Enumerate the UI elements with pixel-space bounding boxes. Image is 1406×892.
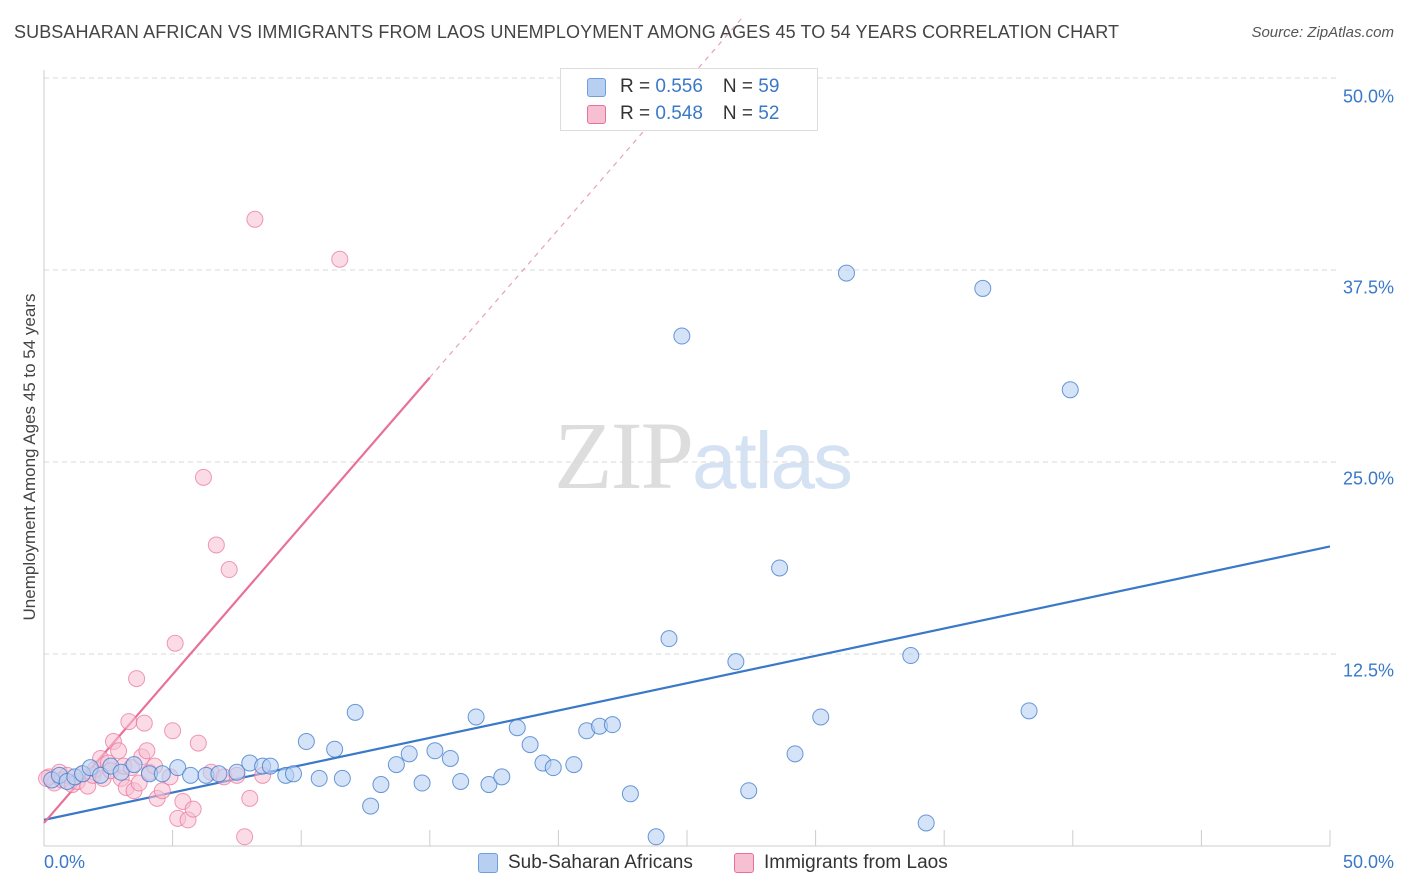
point-subsaharan: [153, 765, 171, 783]
point-subsaharan: [333, 769, 351, 787]
point-subsaharan: [660, 630, 678, 648]
point-laos: [236, 828, 254, 846]
point-subsaharan: [544, 759, 562, 777]
point-subsaharan: [508, 719, 526, 737]
y-tick-label: 25.0%: [1342, 468, 1394, 489]
point-subsaharan: [387, 756, 405, 774]
series-legend: Sub-Saharan Africans Immigrants from Lao…: [0, 852, 1406, 878]
legend-swatch-blue: [587, 77, 606, 97]
point-subsaharan: [228, 763, 246, 781]
x-tick-label: 50.0%: [1342, 852, 1394, 872]
series-laos-points: [38, 210, 349, 846]
point-subsaharan: [902, 647, 920, 665]
point-subsaharan: [480, 776, 498, 794]
point-subsaharan: [346, 703, 364, 721]
trend-line-laos: [43, 376, 431, 824]
point-subsaharan: [112, 763, 130, 781]
point-subsaharan: [125, 756, 143, 774]
point-subsaharan: [261, 757, 279, 775]
point-subsaharan: [621, 785, 639, 803]
y-tick-label: 50.0%: [1342, 86, 1394, 107]
point-subsaharan: [362, 797, 380, 815]
correlation-legend: R = 0.556 N = 59 R = 0.548 N = 52: [560, 68, 818, 131]
point-laos: [110, 742, 128, 760]
point-subsaharan: [521, 736, 539, 754]
point-subsaharan: [297, 733, 315, 751]
legend-row-subsaharan: R = 0.556 N = 59: [587, 76, 779, 98]
y-tick-label: 12.5%: [1342, 660, 1394, 681]
y-axis-label: Unemployment Among Ages 45 to 54 years: [20, 293, 39, 621]
legend-swatch-pink: [734, 853, 754, 873]
point-subsaharan: [310, 769, 328, 787]
point-laos: [164, 722, 182, 740]
point-subsaharan: [603, 716, 621, 734]
point-subsaharan: [1061, 381, 1079, 399]
source-label: Source: ZipAtlas.com: [1251, 24, 1394, 41]
point-laos: [220, 561, 238, 579]
legend-item-subsaharan[interactable]: Sub-Saharan Africans: [478, 852, 693, 874]
series-subsaharan-points: [43, 264, 1079, 846]
legend-row-laos: R = 0.548 N = 52: [587, 103, 779, 125]
watermark: ZIPatlas: [554, 400, 853, 511]
trend-lines: [43, 16, 1331, 824]
point-subsaharan: [441, 749, 459, 767]
point-laos: [128, 670, 146, 688]
legend-label: Sub-Saharan Africans: [508, 852, 693, 873]
point-subsaharan: [673, 327, 691, 345]
point-subsaharan: [426, 742, 444, 760]
point-subsaharan: [413, 774, 431, 792]
point-subsaharan: [974, 279, 992, 297]
axes: [43, 70, 1331, 847]
point-laos: [331, 250, 349, 268]
chart-title: SUBSAHARAN AFRICAN VS IMMIGRANTS FROM LA…: [14, 22, 1120, 42]
x-tick-label: 0.0%: [44, 852, 86, 872]
legend-swatch-pink: [587, 104, 606, 124]
watermark-atlas: atlas: [692, 416, 853, 505]
gridlines: [44, 77, 1340, 655]
point-laos: [135, 714, 153, 732]
point-subsaharan: [812, 708, 830, 726]
legend-swatch-blue: [478, 853, 498, 873]
point-laos: [207, 536, 225, 554]
point-subsaharan: [1020, 702, 1038, 720]
legend-label: Immigrants from Laos: [764, 852, 948, 873]
point-subsaharan: [727, 653, 745, 671]
point-subsaharan: [493, 768, 511, 786]
point-subsaharan: [740, 782, 758, 800]
point-laos: [166, 634, 184, 652]
point-laos: [241, 789, 259, 807]
point-laos: [246, 210, 264, 228]
point-subsaharan: [169, 759, 187, 777]
point-laos: [153, 782, 171, 800]
point-laos: [120, 713, 138, 731]
point-laos: [194, 468, 212, 486]
watermark-zip: ZIP: [554, 402, 694, 509]
legend-r-value: 0.548: [655, 103, 703, 124]
point-subsaharan: [400, 745, 418, 763]
legend-item-laos[interactable]: Immigrants from Laos: [734, 852, 948, 874]
point-subsaharan: [182, 766, 200, 784]
legend-n-value: 52: [758, 103, 780, 124]
point-laos: [189, 734, 207, 752]
point-subsaharan: [326, 740, 344, 758]
point-subsaharan: [917, 814, 935, 832]
y-tick-label: 37.5%: [1342, 277, 1394, 298]
point-subsaharan: [837, 264, 855, 282]
legend-n-value: 59: [758, 76, 780, 97]
point-subsaharan: [647, 828, 665, 846]
point-subsaharan: [771, 559, 789, 577]
point-subsaharan: [467, 708, 485, 726]
point-subsaharan: [786, 745, 804, 763]
point-subsaharan: [452, 772, 470, 790]
point-subsaharan: [210, 765, 228, 783]
point-laos: [138, 742, 156, 760]
point-subsaharan: [372, 776, 390, 794]
point-laos: [184, 800, 202, 818]
point-subsaharan: [565, 756, 583, 774]
point-subsaharan: [284, 765, 302, 783]
legend-r-value: 0.556: [655, 76, 703, 97]
